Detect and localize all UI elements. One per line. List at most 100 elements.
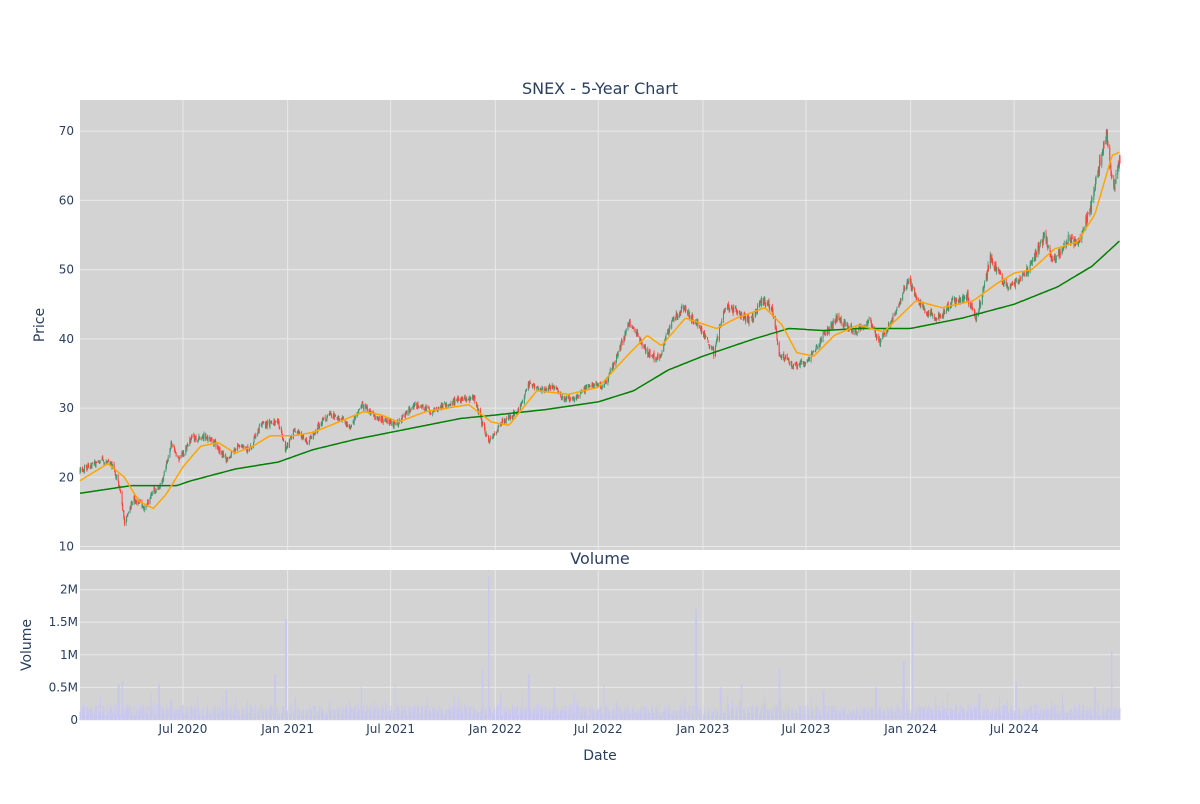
candle-body (1006, 284, 1008, 288)
candle-body (398, 424, 400, 427)
candle-body (349, 427, 351, 429)
candle-body (181, 453, 183, 457)
candle-body (704, 335, 706, 339)
candle-body (930, 312, 932, 316)
candle-body (543, 387, 545, 392)
candle-body (952, 298, 954, 300)
candle-body (812, 351, 814, 353)
x-tick: Jan 2022 (468, 722, 522, 736)
candle-body (317, 424, 319, 432)
candle-body (635, 332, 637, 334)
candle-body (118, 481, 120, 487)
candle-body (763, 298, 765, 304)
candle-body (679, 310, 681, 314)
candle-body (844, 320, 846, 322)
candle-body (701, 326, 703, 333)
candle-body (493, 434, 495, 436)
candle-body (345, 423, 347, 426)
candle-body (728, 304, 730, 308)
candle-body (822, 333, 824, 342)
candle-body (550, 387, 552, 390)
candle-body (290, 436, 292, 439)
candle-body (169, 447, 171, 451)
candle-body (712, 346, 714, 350)
candle-body (888, 323, 890, 326)
candle-body (700, 328, 702, 332)
candle-body (242, 446, 244, 448)
candle-body (1093, 191, 1095, 193)
candle-body (832, 320, 834, 327)
candle-body (639, 336, 641, 342)
candle-body (206, 437, 208, 439)
candle-body (271, 422, 273, 424)
candle-body (1118, 158, 1120, 167)
candle-body (115, 474, 117, 479)
candle-body (883, 332, 885, 335)
candle-body (501, 420, 503, 425)
candle-body (129, 506, 131, 513)
candle-body (545, 387, 547, 390)
candle-body (1039, 241, 1041, 244)
candle-body (306, 444, 308, 445)
candle-body (121, 491, 123, 504)
candle-body (948, 306, 950, 311)
candle-body (297, 430, 299, 435)
candle-body (1038, 247, 1040, 252)
candle-body (935, 319, 937, 320)
candle-body (385, 418, 387, 422)
candle-body (601, 386, 603, 388)
candle-body (645, 349, 647, 351)
candle-body (353, 418, 355, 423)
x-tick: Jul 2021 (365, 722, 415, 736)
candle-body (910, 277, 912, 283)
candle-body (101, 457, 103, 461)
candle-body (197, 439, 199, 441)
candle-body (321, 419, 323, 425)
candle-body (386, 421, 388, 423)
candle-body (209, 438, 211, 442)
candle-body (835, 316, 837, 321)
candle-body (453, 398, 455, 400)
candle-body (919, 304, 921, 305)
candle-body (94, 461, 96, 463)
candle-body (476, 402, 478, 407)
candle-body (835, 320, 837, 324)
candle-body (332, 416, 334, 419)
candle-body (309, 436, 311, 441)
candle-body (364, 405, 366, 410)
candle-body (318, 422, 320, 428)
candle-body (1103, 142, 1105, 154)
candle-body (659, 355, 661, 357)
candle-body (906, 285, 908, 289)
candle-body (301, 437, 303, 440)
volume-y-tick: 0 (70, 713, 78, 727)
candle-body (279, 427, 281, 429)
candle-body (970, 305, 972, 308)
candle-body (177, 457, 179, 459)
candle-body (1010, 284, 1012, 288)
candle-body (882, 333, 884, 340)
candle-body (998, 272, 1000, 274)
candle-body (469, 397, 471, 402)
candle-body (482, 422, 484, 425)
candle-body (722, 311, 724, 320)
price-y-tick: 20 (59, 470, 74, 484)
candle-body (870, 322, 872, 326)
candle-body (1081, 230, 1083, 234)
candle-body (629, 320, 631, 324)
volume-bars (79, 576, 1121, 720)
candle-body (936, 317, 938, 320)
candle-body (366, 406, 368, 411)
candle-body (798, 363, 800, 365)
candle-body (557, 389, 559, 392)
candle-body (110, 462, 112, 463)
candle-body (93, 463, 95, 465)
chart-title: SNEX - 5-Year Chart (522, 79, 678, 98)
candle-body (880, 340, 882, 341)
candle-body (338, 418, 340, 420)
candle-body (575, 397, 577, 400)
candle-body (143, 506, 145, 510)
candle-body (490, 437, 492, 439)
candle-body (462, 398, 464, 401)
candle-body (242, 445, 244, 448)
